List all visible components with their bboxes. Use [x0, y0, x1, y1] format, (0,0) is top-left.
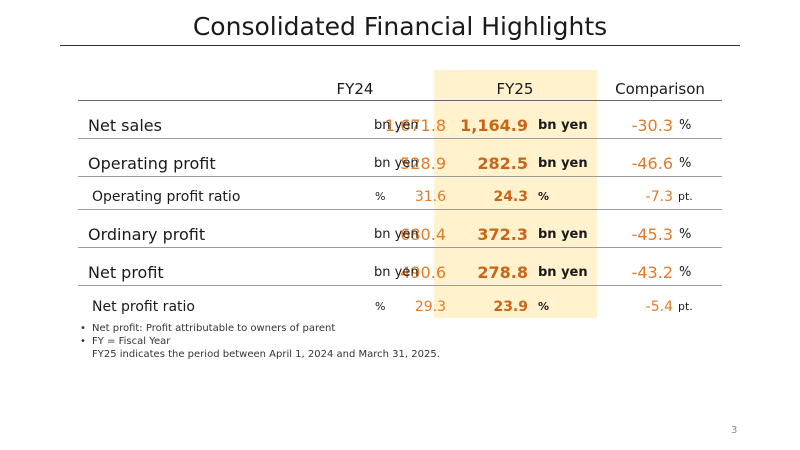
fy25-value: 1,164.9: [460, 116, 528, 135]
row-divider: [78, 285, 722, 286]
header-comparison: Comparison: [615, 80, 705, 98]
comparison-unit: pt.: [678, 300, 693, 313]
row-label: Ordinary profit: [88, 225, 206, 244]
row-label: Net profit ratio: [92, 299, 195, 315]
row-label: Operating profit: [88, 154, 216, 173]
table-row: Net sales 1,671.8 bn yen 1,164.9 bn yen …: [78, 101, 722, 139]
comparison-value: -45.3: [631, 225, 673, 244]
row-divider: [78, 176, 722, 177]
comparison-unit: %: [679, 265, 692, 280]
row-divider: [78, 209, 722, 210]
fy24-value: 1,671.8: [384, 116, 446, 135]
footnotes: • Net profit: Profit attributable to own…: [80, 322, 440, 361]
table-row: Net profit 490.6 bn yen 278.8 bn yen -43…: [78, 248, 722, 286]
footnote-item: FY25 indicates the period between April …: [80, 348, 440, 361]
comparison-unit: pt.: [678, 190, 693, 203]
comparison-value: -46.6: [631, 154, 673, 173]
fy25-unit: bn yen: [538, 118, 588, 133]
fy25-unit: bn yen: [538, 227, 588, 242]
row-divider: [78, 138, 722, 139]
fy25-value: 24.3: [493, 189, 528, 205]
fy24-value: 29.3: [414, 299, 446, 315]
comparison-unit: %: [679, 118, 692, 133]
fy24-unit: bn yen: [374, 156, 419, 171]
bullet-icon: •: [80, 336, 86, 347]
fy25-unit: bn yen: [538, 156, 588, 171]
header-row: [78, 70, 722, 101]
fy25-value: 23.9: [493, 299, 528, 315]
footnote-text: Net profit: Profit attributable to owner…: [92, 323, 336, 334]
fy24-value: 680.4: [400, 225, 446, 244]
comparison-value: -43.2: [631, 263, 673, 282]
fy24-unit: bn yen: [374, 118, 419, 133]
row-divider: [78, 247, 722, 248]
comparison-value: -7.3: [645, 189, 673, 205]
table-row: Ordinary profit 680.4 bn yen 372.3 bn ye…: [78, 210, 722, 248]
fy24-unit: bn yen: [374, 265, 419, 280]
row-label: Net sales: [88, 116, 162, 135]
table-row: Net profit ratio 29.3 % 23.9 % -5.4 pt.: [78, 286, 722, 318]
fy24-unit: %: [375, 300, 386, 313]
fy25-unit: %: [538, 300, 550, 313]
fy25-column-highlight: [434, 70, 597, 318]
fy24-value: 31.6: [414, 189, 446, 205]
comparison-value: -30.3: [631, 116, 673, 135]
footnote-item: • Net profit: Profit attributable to own…: [80, 322, 440, 335]
header-fy24: FY24: [336, 80, 374, 98]
footnote-text: FY = Fiscal Year: [92, 336, 171, 347]
fy25-unit: %: [538, 190, 550, 203]
fy25-value: 282.5: [477, 154, 528, 173]
footnote-text: FY25 indicates the period between April …: [92, 349, 440, 360]
row-label: Operating profit ratio: [92, 189, 241, 205]
comparison-unit: %: [679, 227, 692, 242]
page-number: 3: [731, 425, 738, 436]
table-row: Operating profit 528.9 bn yen 282.5 bn y…: [78, 139, 722, 177]
footnote-item: • FY = Fiscal Year: [80, 335, 440, 348]
bullet-icon: •: [80, 323, 86, 334]
fy24-value: 490.6: [400, 263, 446, 282]
header-fy25: FY25: [496, 80, 534, 98]
row-label: Net profit: [88, 263, 164, 282]
title-divider: [60, 45, 740, 46]
fy25-unit: bn yen: [538, 265, 588, 280]
comparison-unit: %: [679, 156, 692, 171]
comparison-value: -5.4: [645, 299, 673, 315]
fy25-value: 372.3: [477, 225, 528, 244]
fy24-value: 528.9: [400, 154, 446, 173]
header-divider: [78, 100, 722, 101]
table-row: Operating profit ratio 31.6 % 24.3 % -7.…: [78, 177, 722, 210]
fy24-unit: bn yen: [374, 227, 419, 242]
fy25-value: 278.8: [477, 263, 528, 282]
fy24-unit: %: [375, 190, 386, 203]
page-title: Consolidated Financial Highlights: [192, 12, 608, 41]
